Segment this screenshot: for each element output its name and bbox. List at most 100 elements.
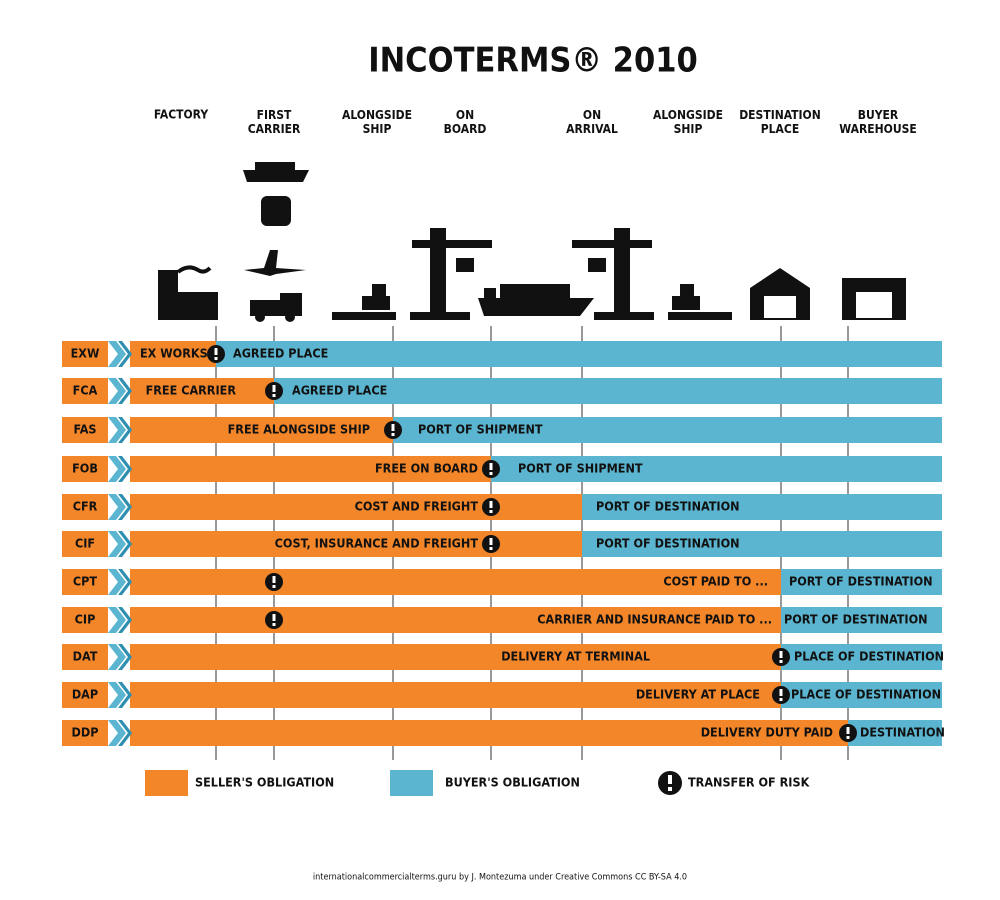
buyer-label: PORT OF DESTINATION bbox=[596, 499, 740, 514]
buyer-bar bbox=[781, 607, 942, 633]
chart-area: FACTORY FIRST CARRIER ALONGSIDE SHIP ON BOARD O… bbox=[62, 108, 945, 883]
seller-label: FREE ON BOARD bbox=[375, 461, 478, 476]
seller-bar bbox=[130, 494, 582, 520]
risk-marker bbox=[272, 385, 276, 392]
chevron bbox=[108, 607, 126, 633]
code-box bbox=[62, 494, 108, 520]
chevron bbox=[108, 720, 126, 746]
buyer-bar bbox=[582, 531, 942, 557]
risk-marker bbox=[214, 348, 218, 355]
icon-truck bbox=[280, 293, 302, 316]
stage-label: ON BOARD bbox=[444, 108, 487, 136]
icon-ship bbox=[255, 162, 295, 170]
icon-containers bbox=[500, 284, 570, 298]
legend-label: TRANSFER OF RISK bbox=[688, 775, 811, 790]
row-code: CIF bbox=[75, 536, 95, 551]
risk-marker bbox=[489, 472, 493, 475]
seller-bar bbox=[130, 720, 848, 746]
risk-marker bbox=[272, 394, 276, 397]
seller-label: DELIVERY DUTY PAID bbox=[701, 725, 833, 740]
buyer-bar bbox=[848, 720, 942, 746]
risk-marker bbox=[272, 614, 276, 621]
risk-marker bbox=[391, 424, 395, 431]
chevron bbox=[108, 417, 126, 443]
risk-marker bbox=[272, 623, 276, 626]
icon-cargo bbox=[372, 284, 386, 296]
seller-bar bbox=[130, 644, 781, 670]
icon-smoke bbox=[176, 265, 212, 274]
buyer-label: PLACE OF DESTINATION bbox=[794, 649, 944, 664]
icon-factory bbox=[178, 292, 218, 320]
chevron bbox=[118, 569, 132, 595]
buyer-bar bbox=[393, 417, 942, 443]
icon-crane bbox=[588, 258, 606, 272]
chevron bbox=[118, 607, 132, 633]
buyer-bar bbox=[216, 341, 942, 367]
seller-bar bbox=[130, 341, 216, 367]
buyer-bar bbox=[781, 644, 942, 670]
seller-label: DELIVERY AT PLACE bbox=[636, 687, 760, 702]
legend-swatch-buyer bbox=[390, 770, 433, 796]
icon-cargo bbox=[680, 284, 694, 296]
legend-risk bbox=[668, 787, 672, 791]
buyer-label: PORT OF DESTINATION bbox=[596, 536, 740, 551]
seller-label: CARRIER AND INSURANCE PAID TO ... bbox=[537, 612, 772, 627]
icon-dock bbox=[332, 312, 396, 320]
title: INCOTERMS® 2010 bbox=[368, 41, 698, 81]
chevron bbox=[118, 494, 132, 520]
chevron bbox=[118, 644, 132, 670]
code-box bbox=[62, 682, 108, 708]
stage-label: BUYER WAREHOUSE bbox=[839, 108, 917, 136]
chevron bbox=[108, 531, 126, 557]
chevron bbox=[118, 531, 132, 557]
icon-crane bbox=[456, 258, 474, 272]
icon-dock bbox=[410, 312, 470, 320]
code-box bbox=[62, 341, 108, 367]
chevron bbox=[108, 456, 126, 482]
icon-door bbox=[764, 296, 796, 318]
buyer-label: PORT OF DESTINATION bbox=[789, 574, 933, 589]
row-code: FOB bbox=[72, 461, 98, 476]
code-box bbox=[62, 569, 108, 595]
buyer-bar bbox=[781, 682, 942, 708]
seller-bar bbox=[130, 569, 781, 595]
seller-bar bbox=[130, 378, 274, 404]
icon-dock bbox=[668, 312, 732, 320]
seller-label: COST PAID TO ... bbox=[663, 574, 768, 589]
risk-marker bbox=[489, 510, 493, 513]
icon-crane bbox=[614, 228, 630, 320]
icon-wheel bbox=[255, 312, 265, 322]
icon-crane bbox=[572, 240, 652, 248]
code-box bbox=[62, 417, 108, 443]
risk-marker bbox=[391, 433, 395, 436]
icon-ship bbox=[484, 288, 496, 298]
risk-marker bbox=[846, 727, 850, 734]
icon-wheel bbox=[285, 312, 295, 322]
risk-marker bbox=[779, 651, 783, 658]
row-code: FCA bbox=[73, 383, 98, 398]
chevron bbox=[108, 569, 126, 595]
risk-marker bbox=[779, 698, 783, 701]
icon-truck bbox=[250, 300, 280, 316]
chevron bbox=[118, 682, 132, 708]
row-code: DAT bbox=[73, 649, 98, 664]
chevron bbox=[108, 494, 126, 520]
code-box bbox=[62, 607, 108, 633]
icon-crane bbox=[430, 228, 446, 320]
icon-door bbox=[856, 292, 892, 318]
seller-bar bbox=[130, 531, 582, 557]
row-code: FAS bbox=[73, 422, 96, 437]
code-box bbox=[62, 531, 108, 557]
icon-cargo bbox=[672, 296, 700, 310]
chevron bbox=[108, 378, 126, 404]
chevron bbox=[108, 644, 126, 670]
risk-marker bbox=[272, 576, 276, 583]
buyer-label: DESTINATION bbox=[860, 725, 945, 740]
seller-label: FREE CARRIER bbox=[146, 383, 237, 398]
stage-label: FACTORY bbox=[154, 108, 208, 122]
code-box bbox=[62, 720, 108, 746]
row-code: EXW bbox=[71, 346, 100, 361]
legend-label: BUYER'S OBLIGATION bbox=[445, 775, 580, 790]
risk-marker bbox=[846, 736, 850, 739]
seller-bar bbox=[130, 607, 781, 633]
